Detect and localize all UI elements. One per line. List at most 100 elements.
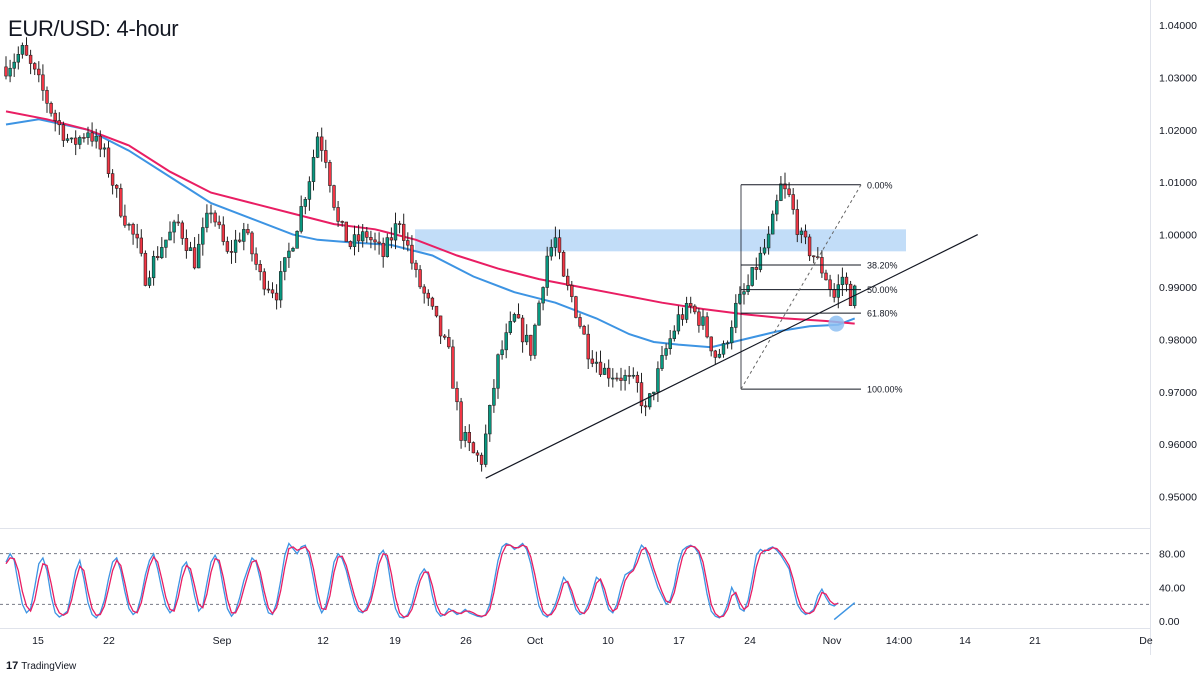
candle-body [131, 223, 135, 235]
candle-body [69, 137, 74, 140]
candle-body [783, 183, 787, 190]
candle-body [701, 316, 705, 326]
candle-body [455, 388, 459, 403]
candle-body [291, 247, 295, 252]
candle-body [553, 237, 558, 248]
candle-body [656, 368, 660, 393]
candle-body [102, 147, 107, 150]
time-tick-label: Sep [213, 635, 232, 647]
candle-body [233, 239, 238, 253]
resistance-zone [415, 229, 906, 252]
candle-body [693, 305, 697, 313]
candle-body [32, 63, 37, 70]
stoch-tick-label: 40.00 [1159, 582, 1185, 594]
fib-level-382-label: 38.20% [867, 260, 898, 270]
candle-body [168, 231, 172, 241]
candle-body [266, 288, 271, 291]
candle-body [848, 283, 853, 306]
price-tick-label: 1.02000 [1159, 125, 1197, 137]
candle-body [619, 377, 623, 381]
candle-body [770, 213, 775, 235]
candle-body [328, 162, 332, 186]
candle-body [832, 289, 836, 298]
candle-body [725, 342, 730, 345]
candle-body [287, 250, 291, 258]
candle-body [209, 212, 213, 215]
candle-body [516, 314, 521, 319]
candle-body [303, 199, 307, 207]
candle-body [397, 223, 402, 225]
candle-body [377, 241, 381, 244]
candle-body [811, 255, 816, 258]
candle-body [295, 230, 299, 249]
candle-body [684, 303, 689, 320]
candle-body [188, 247, 193, 251]
candle-body [90, 132, 94, 142]
candle-body [488, 404, 492, 435]
candle-body [594, 361, 599, 364]
candle-body [660, 355, 664, 369]
candle-body [61, 124, 66, 141]
time-tick-label: 26 [460, 635, 472, 647]
candle-body [746, 285, 750, 292]
candle-body [762, 247, 767, 254]
fib-trend-dashed [740, 184, 862, 390]
candle-body [688, 303, 693, 307]
candle-body [742, 291, 746, 295]
candle-body [533, 324, 537, 356]
candle-body [94, 135, 98, 142]
candle-body [283, 257, 287, 272]
candle-body [65, 138, 70, 141]
candle-body [643, 405, 648, 408]
candle-body [110, 173, 115, 186]
candle-body [676, 314, 681, 332]
candle-body [180, 222, 184, 239]
candle-body [156, 256, 160, 259]
candle-body [373, 239, 377, 243]
candle-body [8, 67, 12, 77]
candle-body [836, 284, 841, 298]
candle-body [82, 137, 86, 139]
candle-body [238, 239, 242, 242]
candle-body [98, 135, 103, 150]
candle-body [340, 221, 344, 223]
price-tick-label: 0.96000 [1159, 439, 1197, 451]
price-tick-label: 0.97000 [1159, 387, 1197, 399]
candle-body [438, 315, 443, 337]
candle-body [779, 183, 783, 201]
candle-body [582, 326, 586, 335]
candle-body [74, 137, 78, 145]
candle-body [78, 137, 82, 145]
candle-body [504, 332, 508, 351]
candle-body [451, 346, 455, 389]
time-tick-label: De [1139, 635, 1153, 647]
brand-watermark: 17 TradingView [6, 660, 76, 672]
candle-body [483, 433, 488, 465]
candle-body [221, 224, 225, 242]
confluence-marker [828, 315, 845, 332]
candle-body [418, 269, 422, 288]
candle-body [86, 132, 90, 138]
candle-body [135, 233, 139, 239]
candle-body [729, 327, 734, 344]
candle-body [217, 221, 221, 226]
candle-body [750, 267, 754, 286]
price-tick-label: 1.00000 [1159, 230, 1197, 242]
candle-body [426, 292, 430, 299]
candle-body [307, 181, 312, 200]
candle-body [475, 452, 480, 456]
stoch-tick-label: 0.00 [1159, 616, 1180, 628]
candle-body [709, 336, 713, 352]
candle-body [406, 240, 410, 246]
candle-body [795, 209, 800, 235]
candle-body [492, 387, 496, 406]
candle-body [590, 358, 595, 364]
candle-body [840, 276, 845, 286]
candle-body [680, 314, 685, 320]
candle-body [172, 221, 176, 233]
time-tick-label: 12 [317, 635, 329, 647]
candle-body [471, 442, 476, 454]
price-tick-label: 0.98000 [1159, 334, 1197, 346]
candle-body [652, 391, 656, 394]
price-tick-label: 1.03000 [1159, 72, 1197, 84]
